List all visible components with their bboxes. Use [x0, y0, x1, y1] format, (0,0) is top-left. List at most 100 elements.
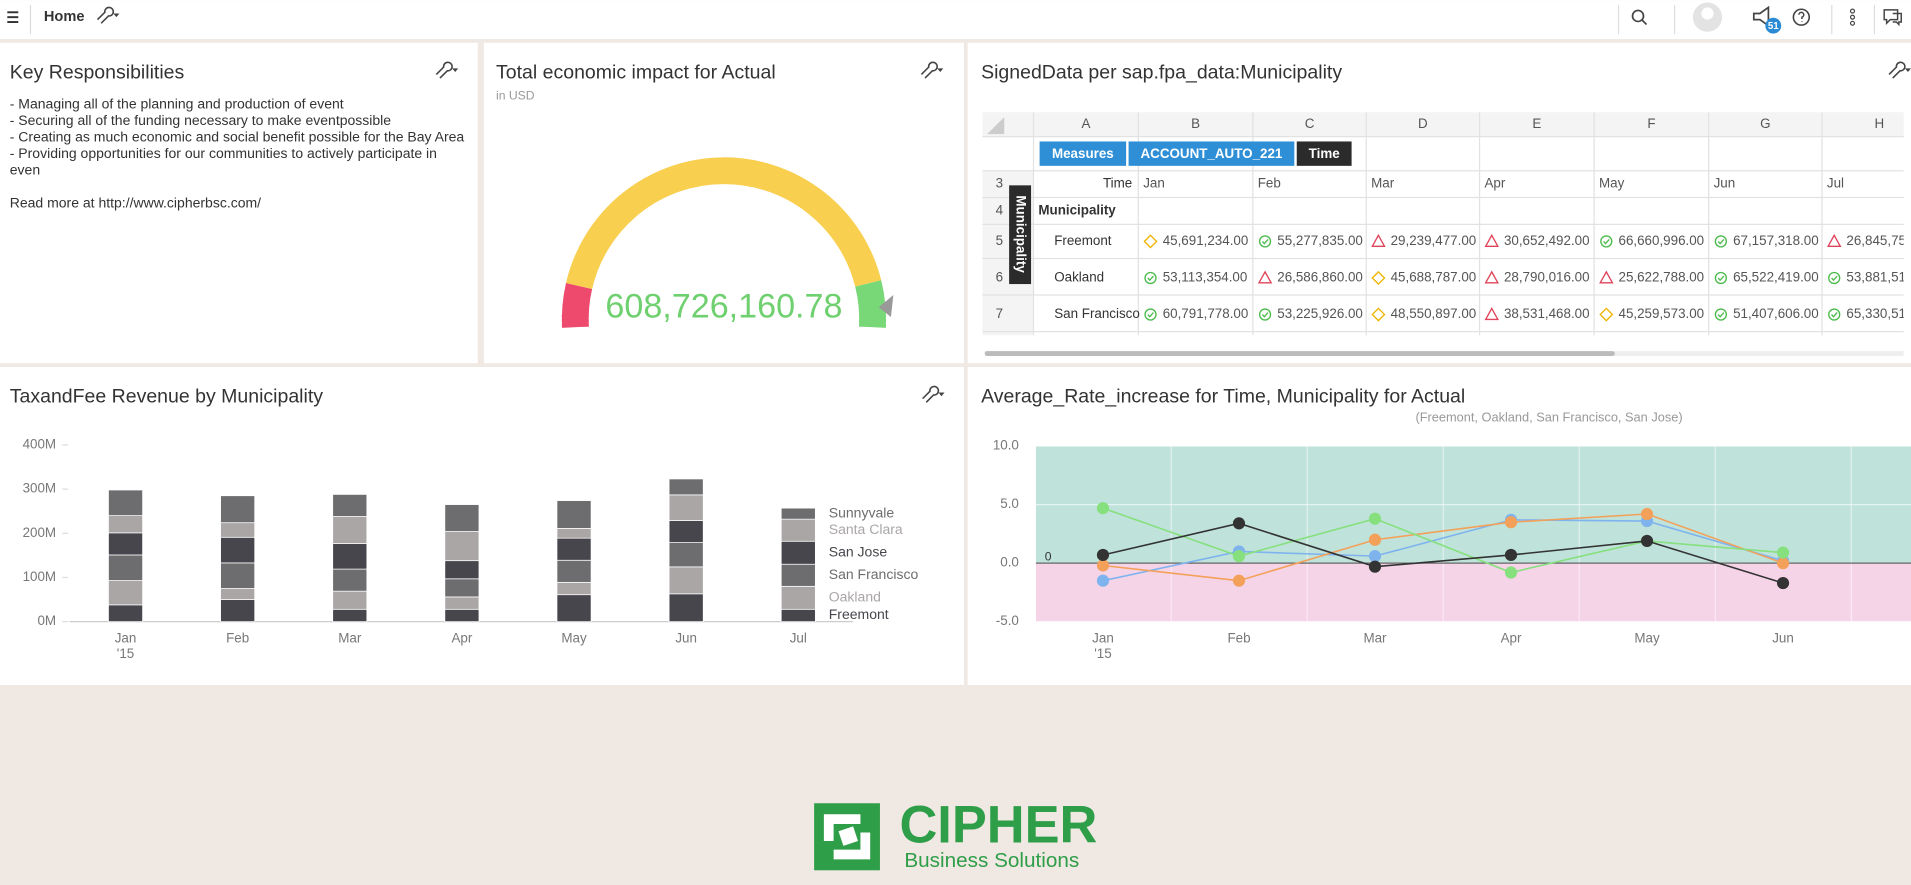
x-tick-label: Jun [1772, 630, 1794, 645]
text-line: - Managing all of the planning and produ… [10, 96, 344, 112]
status-icon [1144, 271, 1157, 285]
text-line: even [10, 161, 40, 177]
column-name: Jan [1143, 176, 1165, 191]
settings-button[interactable] [1888, 61, 1911, 79]
column-letter: G [1760, 116, 1770, 131]
bar-segment [332, 543, 368, 570]
point [1640, 507, 1654, 521]
column-letter: D [1418, 116, 1428, 131]
status-icon [1717, 275, 1725, 282]
point [1368, 533, 1382, 546]
point [1504, 516, 1518, 529]
point [1776, 576, 1790, 590]
bar-segment [220, 588, 256, 600]
point [1368, 512, 1382, 525]
gauge-stripe [561, 324, 589, 327]
text-line: - Creating as much economic and social b… [10, 129, 465, 145]
settings-button[interactable] [435, 61, 459, 79]
bar-segment [780, 585, 816, 610]
bar-segment [108, 580, 143, 606]
line [1102, 519, 1784, 582]
bar-segment [332, 568, 368, 592]
panel-title: Average_Rate_increase for Time, Municipa… [981, 386, 1465, 408]
menu-button[interactable] [7, 11, 19, 24]
status-icon [1371, 307, 1386, 322]
legend-label: San Jose [829, 543, 888, 559]
bar-segment [780, 608, 816, 623]
status-icon [1484, 270, 1499, 284]
x-tick-label: Apr [451, 630, 472, 645]
help-icon[interactable] [1792, 8, 1811, 26]
more-icon [1849, 8, 1856, 14]
y-tick-label: 0M [37, 613, 56, 628]
point [1096, 548, 1110, 562]
badge [1765, 17, 1782, 34]
status-icon [1826, 233, 1842, 247]
cell-value: 53,225,926.00 [1277, 306, 1363, 321]
panel-title: Total economic impact for Actual [496, 61, 776, 83]
legend-label: Sunnyvale [829, 504, 895, 520]
bar-segment [444, 596, 480, 610]
column-header-band [982, 112, 1904, 137]
line [1102, 522, 1784, 584]
status-icon [1484, 307, 1499, 321]
point [1096, 559, 1110, 572]
row-number: 4 [996, 202, 1004, 217]
cell-value: 65,522,419.00 [1733, 270, 1819, 285]
chat-icon[interactable] [1883, 9, 1902, 27]
settings-button[interactable] [96, 6, 120, 24]
cell-value: 60,791,778.00 [1163, 306, 1249, 321]
status-icon [1599, 270, 1614, 284]
bar-segment [780, 518, 816, 542]
column-name: Jun [1714, 176, 1736, 191]
row-name: Oakland [1054, 270, 1104, 285]
settings-button[interactable] [920, 61, 944, 79]
point [1232, 550, 1246, 563]
dimension-chip[interactable] [1296, 141, 1352, 166]
settings-button[interactable] [922, 385, 945, 403]
status-icon [1831, 275, 1838, 282]
scrollbar-thumb[interactable] [984, 351, 1615, 356]
panel [0, 366, 965, 686]
bar-segment [108, 515, 143, 534]
status-icon [1717, 312, 1725, 318]
row-number: 7 [996, 306, 1003, 321]
cell-value: 26,586,860.00 [1277, 270, 1363, 285]
column-letter: C [1305, 116, 1315, 131]
column-letter: F [1647, 116, 1655, 131]
x-tick-label: Mar [338, 630, 362, 645]
y-tick-label: 0.0 [1000, 555, 1019, 570]
y-tick-label: 200M [23, 525, 57, 540]
dimension-chip[interactable] [1128, 141, 1295, 166]
bar-segment [444, 504, 480, 532]
home-title[interactable]: Home [44, 9, 85, 25]
status-icon [1261, 239, 1269, 245]
year-label: '15 [1094, 646, 1111, 661]
chart-subtitle: (Freemont, Oakland, San Francisco, San J… [1415, 410, 1682, 425]
column-letter: B [1191, 116, 1200, 131]
gauge-pointer [878, 295, 894, 317]
status-icon [1258, 308, 1272, 321]
panel [0, 42, 478, 364]
avatar-head [1701, 7, 1714, 20]
cell-value: 38,531,468.00 [1504, 306, 1590, 321]
link[interactable]: Read more at http://www.cipherbsc.com/ [10, 194, 261, 210]
legend-label: Santa Clara [829, 521, 903, 537]
search-icon [1641, 18, 1648, 26]
cell-value: 26,845,75 [1846, 233, 1906, 248]
bar-segment [780, 563, 816, 587]
bar-segment [444, 578, 480, 598]
status-icon [1143, 234, 1158, 249]
gauge-band [566, 157, 882, 290]
search-icon[interactable] [1631, 9, 1645, 23]
bar-segment [220, 536, 256, 564]
y-tick-label: 5.0 [1000, 496, 1019, 511]
side-label: Municipality [1014, 195, 1029, 273]
text-line: - Providing opportunities for our commun… [10, 145, 437, 161]
column-header: Time [1103, 176, 1132, 191]
dimension-chip[interactable] [1039, 141, 1127, 166]
bar-segment [780, 507, 816, 520]
cell-value: 45,688,787.00 [1391, 270, 1477, 285]
bar-segment [220, 562, 256, 589]
